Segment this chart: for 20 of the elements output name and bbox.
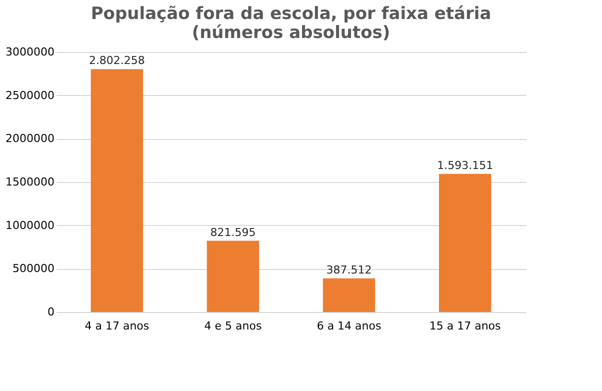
bar <box>438 174 492 312</box>
bar <box>90 69 144 312</box>
data-label: 2.802.258 <box>88 54 145 68</box>
bar <box>322 278 376 312</box>
y-tick-label: 3000000 <box>6 46 54 58</box>
x-tick-label: 15 a 17 anos <box>429 320 502 332</box>
y-tick-label: 2000000 <box>6 132 54 146</box>
x-tick-label: 4 e 5 anos <box>204 320 262 332</box>
y-tick-label: 1000000 <box>6 218 54 232</box>
y-tick-label: 1500000 <box>6 176 54 188</box>
data-label: 387.512 <box>326 263 372 276</box>
y-tick-label: 0 <box>48 306 54 318</box>
chart-title: População fora da escola, por faixa etária (números absolutos) <box>90 4 492 43</box>
y-tick-label: 2500000 <box>6 88 54 102</box>
x-tick-label: 4 a 17 anos <box>84 320 150 332</box>
x-tick-label: 6 a 14 anos <box>316 320 382 332</box>
data-label: 821.595 <box>210 226 256 239</box>
data-label: 1.593.151 <box>437 158 494 172</box>
bar <box>206 240 260 312</box>
y-tick-label: 500000 <box>12 262 54 276</box>
